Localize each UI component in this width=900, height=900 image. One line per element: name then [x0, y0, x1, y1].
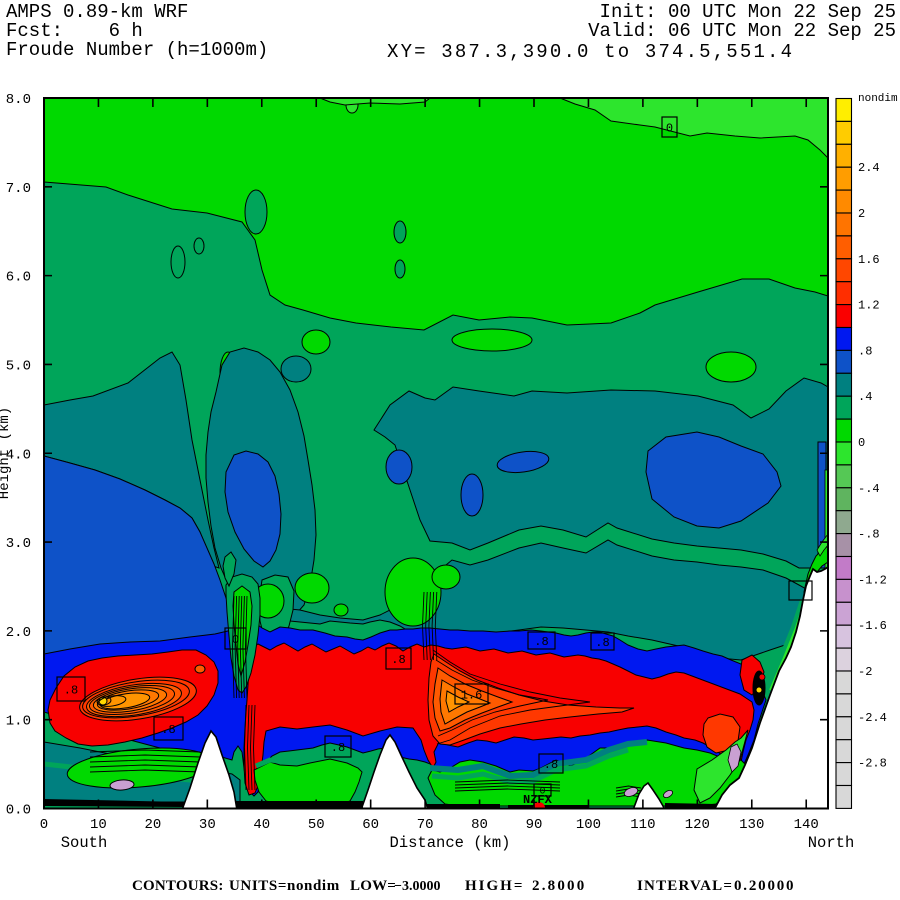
svg-text:80: 80	[471, 817, 488, 833]
svg-text:LOW=: LOW=	[350, 878, 396, 894]
svg-text:.8: .8	[595, 636, 609, 650]
svg-text:110: 110	[630, 817, 655, 833]
svg-text:2: 2	[858, 207, 865, 221]
svg-text:120: 120	[685, 817, 710, 833]
svg-text:.8: .8	[391, 653, 405, 667]
svg-text:-2.4: -2.4	[858, 711, 887, 725]
svg-text:.8: .8	[534, 635, 548, 649]
svg-text:HIGH=: HIGH=	[465, 878, 524, 894]
svg-text:Fcst: 6 h: Fcst: 6 h	[6, 20, 143, 42]
svg-text:6.0: 6.0	[6, 270, 31, 286]
svg-text:0: 0	[539, 787, 545, 798]
svg-text:2.8000: 2.8000	[532, 878, 586, 894]
svg-text:2.4: 2.4	[858, 161, 880, 175]
svg-text:−3.0000: −3.0000	[394, 879, 440, 894]
svg-text:130: 130	[739, 817, 764, 833]
svg-text:0: 0	[232, 633, 239, 647]
svg-text:2.0: 2.0	[6, 625, 31, 641]
svg-text:.8: .8	[858, 344, 872, 358]
svg-text:0.0: 0.0	[6, 803, 31, 819]
svg-text:20: 20	[144, 817, 161, 833]
svg-text:INTERVAL=: INTERVAL=	[637, 878, 733, 894]
svg-text:.8: .8	[331, 741, 345, 755]
svg-text:.8: .8	[161, 723, 175, 737]
svg-text:North: North	[808, 834, 855, 852]
svg-text:.8: .8	[64, 683, 78, 697]
svg-text:1.0: 1.0	[6, 714, 31, 730]
svg-text:Height (km): Height (km)	[0, 407, 13, 499]
svg-text:50: 50	[308, 817, 325, 833]
svg-text:1.6: 1.6	[858, 253, 880, 267]
svg-text:-.4: -.4	[858, 482, 880, 496]
svg-text:0: 0	[40, 817, 48, 833]
svg-text:40: 40	[253, 817, 270, 833]
svg-text:Froude Number (h=1000m): Froude Number (h=1000m)	[6, 39, 268, 61]
svg-text:8.0: 8.0	[6, 92, 31, 108]
svg-text:UNITS=nondim: UNITS=nondim	[229, 878, 340, 894]
svg-text:-2.8: -2.8	[858, 757, 887, 771]
svg-text:Valid: 06 UTC Mon 22 Sep 25: Valid: 06 UTC Mon 22 Sep 25	[588, 20, 896, 42]
svg-text:60: 60	[362, 817, 379, 833]
svg-text:140: 140	[794, 817, 819, 833]
svg-text:0: 0	[858, 436, 865, 450]
svg-text:NZFX: NZFX	[523, 793, 553, 807]
svg-text:nondim: nondim	[858, 93, 898, 105]
svg-text:1.6: 1.6	[461, 688, 483, 702]
svg-text:4.0: 4.0	[6, 447, 31, 463]
svg-text:CONTOURS:: CONTOURS:	[132, 878, 224, 894]
svg-text:.8: .8	[544, 758, 558, 772]
svg-text:0.20000: 0.20000	[734, 878, 795, 894]
svg-text:90: 90	[526, 817, 543, 833]
svg-text:100: 100	[576, 817, 601, 833]
svg-text:-1.6: -1.6	[858, 619, 887, 633]
svg-text:.4: .4	[858, 390, 872, 404]
svg-text:0: 0	[666, 121, 673, 135]
svg-text:70: 70	[417, 817, 434, 833]
svg-text:30: 30	[199, 817, 216, 833]
svg-text:Distance (km): Distance (km)	[390, 834, 511, 852]
svg-text:Init: 00 UTC Mon 22 Sep 25: Init: 00 UTC Mon 22 Sep 25	[600, 1, 896, 23]
svg-text:-.8: -.8	[858, 528, 880, 542]
svg-text:10: 10	[90, 817, 107, 833]
svg-text:3.0: 3.0	[6, 536, 31, 552]
svg-text:7.0: 7.0	[6, 181, 31, 197]
svg-text:-2: -2	[858, 665, 872, 679]
svg-text:-1.2: -1.2	[858, 573, 887, 587]
svg-text:1.2: 1.2	[858, 299, 880, 313]
svg-text:AMPS 0.89-km WRF: AMPS 0.89-km WRF	[6, 1, 188, 23]
svg-text:5.0: 5.0	[6, 358, 31, 374]
svg-text:South: South	[61, 834, 108, 852]
